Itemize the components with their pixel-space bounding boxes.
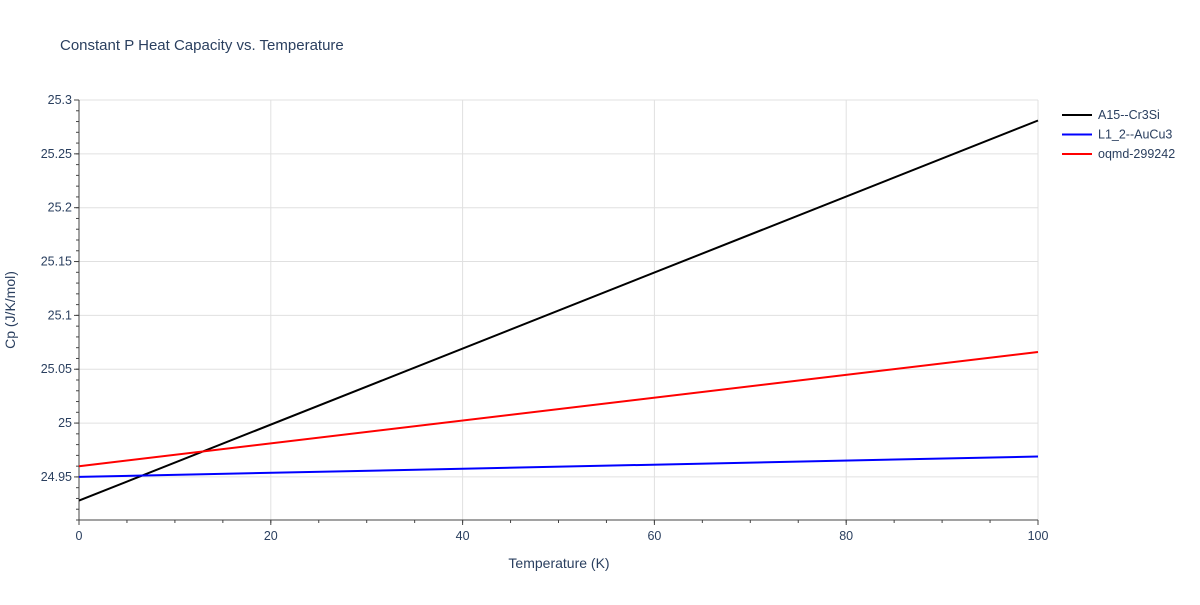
series-line-oqmd-299242 xyxy=(78,351,1039,468)
y-tick-label: 24.95 xyxy=(41,470,72,484)
y-tick-label: 25.2 xyxy=(48,201,72,215)
y-tick-label: 25 xyxy=(58,416,72,430)
legend-label[interactable]: oqmd-299242 xyxy=(1098,147,1175,161)
y-tick-label: 25.15 xyxy=(41,255,72,269)
y-tick-label: 25.05 xyxy=(41,362,72,376)
plot-area xyxy=(78,119,1039,502)
legend-label[interactable]: A15--Cr3Si xyxy=(1098,108,1160,122)
x-tick-label: 0 xyxy=(76,529,83,543)
chart-title: Constant P Heat Capacity vs. Temperature xyxy=(60,37,344,54)
x-tick-label: 80 xyxy=(839,529,853,543)
y-tick-label: 25.25 xyxy=(41,147,72,161)
grid xyxy=(79,99,1039,520)
x-axis-title: Temperature (K) xyxy=(508,555,609,571)
legend[interactable]: A15--Cr3Si L1_2--AuCu3 oqmd-299242 xyxy=(1062,108,1175,161)
y-tick-label: 25.3 xyxy=(48,93,72,107)
axes: 0 20 40 60 80 100 24.95 25 25.05 25.1 25.15 25.2 25.… xyxy=(41,93,1049,543)
x-tick-label: 40 xyxy=(456,529,470,543)
legend-label[interactable]: L1_2--AuCu3 xyxy=(1098,128,1172,142)
series-line-l1-2-aucu3 xyxy=(78,455,1039,478)
series-line-a15-cr3si xyxy=(78,119,1039,502)
x-tick-label: 100 xyxy=(1028,529,1049,543)
x-tick-label: 20 xyxy=(264,529,278,543)
y-axis-title: Cp (J/K/mol) xyxy=(2,271,18,349)
x-tick-label: 60 xyxy=(647,529,661,543)
y-tick-label: 25.1 xyxy=(48,308,72,322)
